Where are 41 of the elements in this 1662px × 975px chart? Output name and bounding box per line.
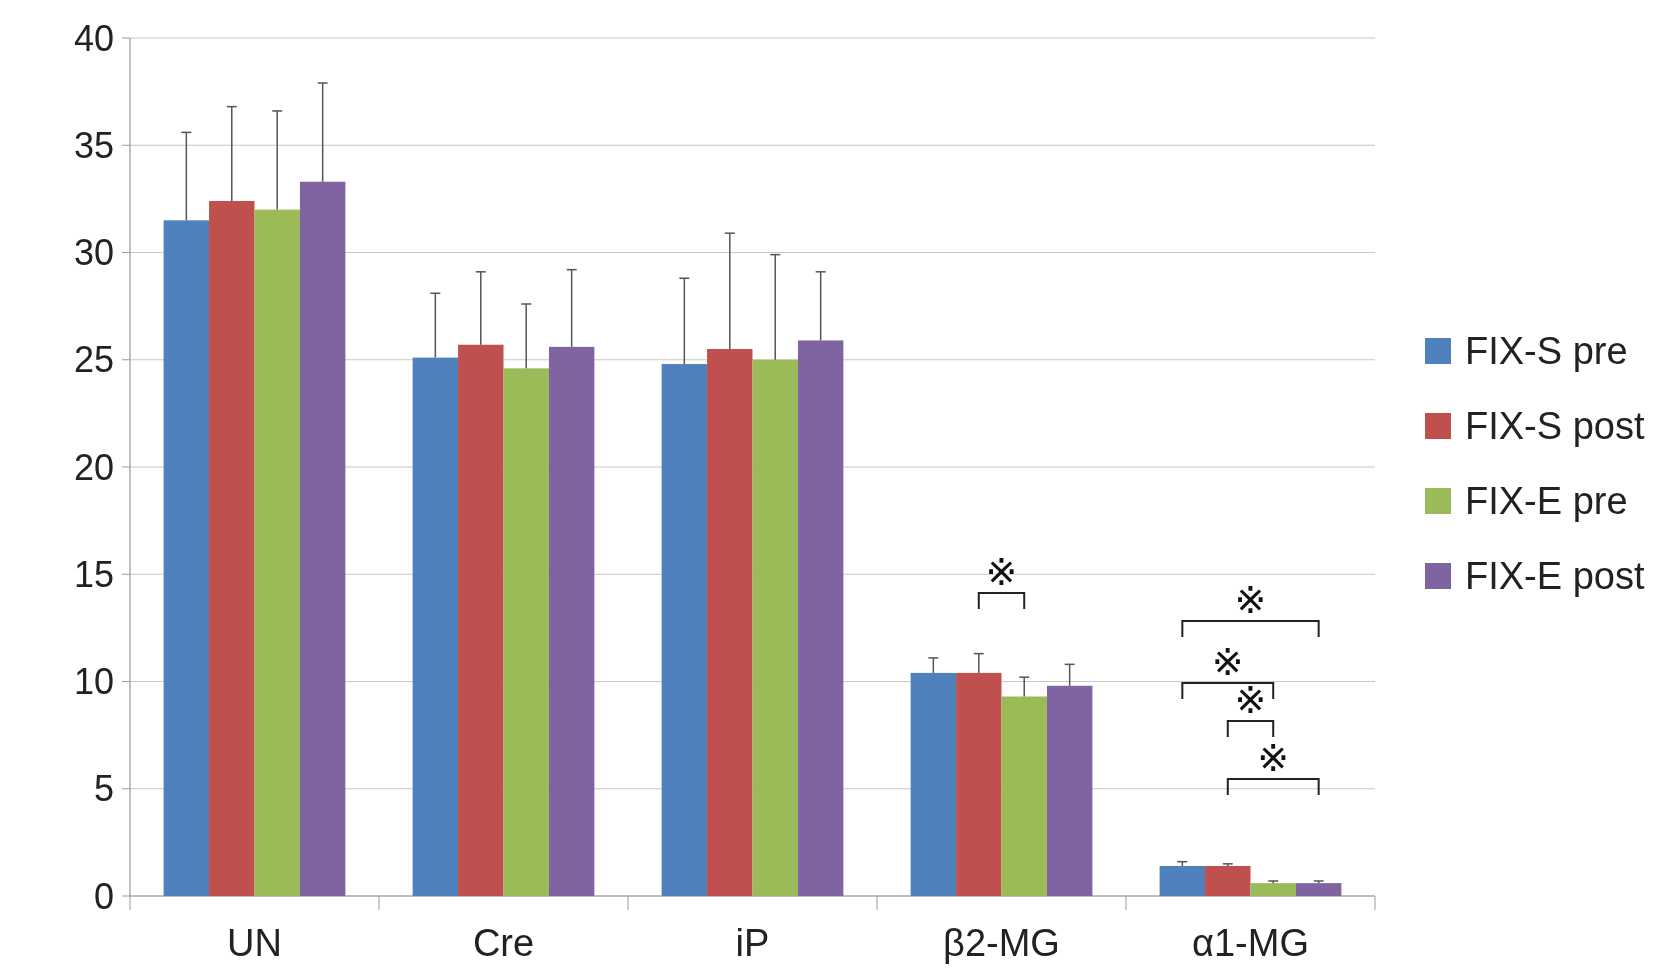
- y-tick-label: 15: [73, 553, 114, 595]
- y-tick-label: 25: [73, 339, 114, 381]
- bar: [797, 340, 844, 896]
- y-tick-label: 10: [73, 661, 114, 703]
- annotation: ※: [1234, 579, 1267, 621]
- legend-label: FIX-S pre: [1465, 330, 1628, 373]
- bar: [163, 220, 210, 896]
- bar: [1295, 883, 1342, 896]
- bar: [209, 201, 255, 896]
- y-tick-label: 30: [73, 232, 114, 274]
- annotation: ※: [1257, 737, 1290, 779]
- x-tick-label: α1-MG: [1192, 922, 1309, 964]
- bar: [910, 672, 957, 896]
- y-tick-label: 20: [73, 446, 114, 488]
- y-tick-label: 5: [93, 768, 114, 810]
- legend-label: FIX-E pre: [1465, 480, 1628, 523]
- bar: [458, 344, 504, 896]
- bar: [956, 672, 1002, 896]
- bar: [503, 368, 549, 896]
- bar: [548, 346, 595, 896]
- bar: [707, 349, 753, 896]
- bar: [1046, 685, 1093, 896]
- bar: [412, 357, 459, 896]
- legend-label: FIX-S post: [1465, 405, 1645, 448]
- y-tick-label: 0: [93, 875, 114, 917]
- y-tick-label: 35: [73, 124, 114, 166]
- x-tick-label: iP: [735, 922, 770, 964]
- annotation: ※: [985, 551, 1018, 593]
- bar: [1250, 883, 1296, 896]
- bar: [661, 364, 708, 896]
- bar: [254, 209, 300, 896]
- x-tick-label: β2-MG: [943, 922, 1060, 964]
- bar: [752, 359, 798, 896]
- x-tick-label: UN: [227, 922, 282, 964]
- bar: [1001, 696, 1047, 896]
- legend-label: FIX-E post: [1465, 555, 1645, 598]
- y-tick-label: 40: [73, 17, 114, 59]
- x-tick-label: Cre: [472, 922, 535, 964]
- bar: [1159, 865, 1206, 896]
- bar: [299, 181, 346, 896]
- bar: [1205, 865, 1251, 896]
